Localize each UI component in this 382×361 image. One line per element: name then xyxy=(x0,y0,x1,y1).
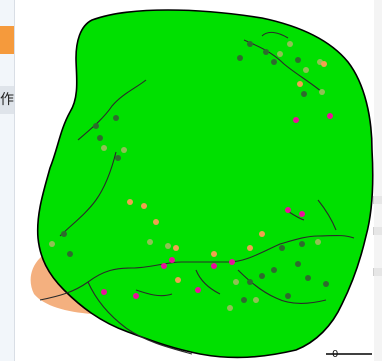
dark-green-dot-marker xyxy=(271,59,277,65)
magenta-dot-marker xyxy=(169,257,175,263)
dark-green-dot-marker xyxy=(299,241,305,247)
dark-green-dot-marker xyxy=(247,41,253,47)
dark-green-dot-marker xyxy=(237,55,243,61)
dark-green-dot-marker xyxy=(295,57,301,63)
dark-green-dot-marker xyxy=(323,281,329,287)
dark-green-dot-marker xyxy=(241,297,247,303)
dark-green-dot-marker xyxy=(279,245,285,251)
dark-green-dot-marker xyxy=(259,273,265,279)
dark-green-dot-marker xyxy=(285,293,291,299)
dark-green-dot-marker xyxy=(305,275,311,281)
scale-bar-label: 0 xyxy=(332,349,339,360)
right-button-2[interactable] xyxy=(373,227,382,235)
olive-dot-marker xyxy=(253,297,259,303)
olive-dot-marker xyxy=(101,145,107,151)
dark-green-dot-marker xyxy=(115,155,121,161)
orange-dot-marker xyxy=(127,199,133,205)
olive-dot-marker xyxy=(303,67,309,73)
olive-dot-marker xyxy=(319,89,325,95)
orange-dot-marker xyxy=(247,245,253,251)
magenta-dot-marker xyxy=(299,211,305,217)
olive-dot-marker xyxy=(121,147,127,153)
orange-dot-marker xyxy=(175,277,181,283)
orange-dot-marker xyxy=(141,203,147,209)
magenta-dot-marker xyxy=(101,289,107,295)
olive-dot-marker xyxy=(227,305,233,311)
orange-dot-marker xyxy=(297,81,303,87)
olive-dot-marker xyxy=(315,239,321,245)
magenta-dot-marker xyxy=(285,207,291,213)
dark-green-dot-marker xyxy=(295,261,301,267)
dark-green-dot-marker xyxy=(301,91,307,97)
magenta-dot-marker xyxy=(161,263,167,269)
olive-dot-marker xyxy=(287,41,293,47)
magenta-dot-marker xyxy=(293,117,299,123)
orange-dot-marker xyxy=(173,245,179,251)
side-panel-label: 作 xyxy=(0,86,14,114)
dark-green-dot-marker xyxy=(97,135,103,141)
magenta-dot-marker xyxy=(229,259,235,265)
dark-green-dot-marker xyxy=(61,231,67,237)
orange-dot-marker xyxy=(259,231,265,237)
dark-green-dot-marker xyxy=(67,251,73,257)
right-button-1[interactable] xyxy=(373,196,382,204)
orange-dot-marker xyxy=(321,61,327,67)
magenta-dot-marker xyxy=(327,113,333,119)
dark-green-dot-marker xyxy=(113,115,119,121)
right-scrollbar[interactable] xyxy=(373,0,382,361)
dark-green-dot-marker xyxy=(271,267,277,273)
olive-dot-marker xyxy=(165,243,171,249)
orange-dot-marker xyxy=(211,251,217,257)
dark-green-dot-marker xyxy=(247,279,253,285)
olive-dot-marker xyxy=(233,279,239,285)
olive-dot-marker xyxy=(147,239,153,245)
dark-green-dot-marker xyxy=(93,123,99,129)
orange-dot-marker xyxy=(153,219,159,225)
right-button-3[interactable] xyxy=(373,268,382,276)
side-tab[interactable] xyxy=(0,26,14,54)
olive-dot-marker xyxy=(277,51,283,57)
point-markers xyxy=(49,41,333,311)
magenta-dot-marker xyxy=(195,287,201,293)
olive-dot-marker xyxy=(49,241,55,247)
magenta-dot-marker xyxy=(133,293,139,299)
dark-green-dot-marker xyxy=(263,49,269,55)
magenta-dot-marker xyxy=(211,263,217,269)
